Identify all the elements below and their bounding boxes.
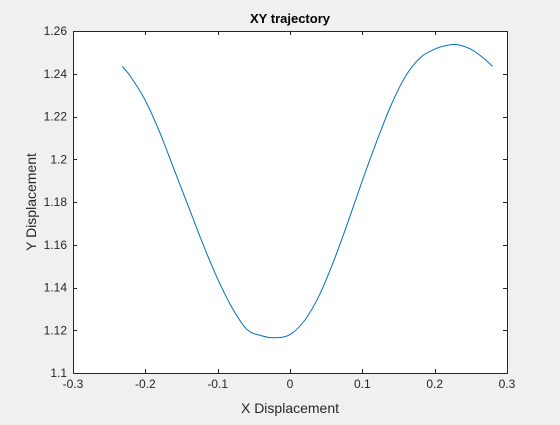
axes-frame [73,31,508,374]
y-tick-label: 1.18 [44,195,68,209]
x-tick-label: 0.2 [426,377,443,391]
x-tick-label: 0.1 [354,377,371,391]
x-tick-label: -0.1 [207,377,228,391]
x-axis-ticks: -0.3 -0.2 -0.1 0 0.1 0.2 0.3 [63,31,516,391]
y-tick-label: 1.14 [44,281,68,295]
x-axis-label: X Displacement [241,400,339,416]
trajectory-line [121,43,493,339]
y-tick-label: 1.26 [44,24,68,38]
y-axis-ticks: 1.1 1.12 1.14 1.16 1.18 1.2 1.22 1.24 1.26 [44,24,507,380]
x-tick-label: 0.3 [499,377,516,391]
x-tick-label: -0.3 [63,377,84,391]
x-tick-label: 0 [287,377,294,391]
y-tick-label: 1.16 [44,238,68,252]
y-axis-label: Y Displacement [23,153,39,251]
y-tick-label: 1.22 [44,110,68,124]
y-tick-label: 1.12 [44,323,68,337]
chart-title: XY trajectory [250,11,331,26]
y-tick-label: 1.2 [50,152,67,166]
y-tick-label: 1.1 [50,366,67,380]
plot-area [73,31,507,373]
x-tick-label: -0.2 [135,377,156,391]
y-tick-label: 1.24 [44,67,68,81]
